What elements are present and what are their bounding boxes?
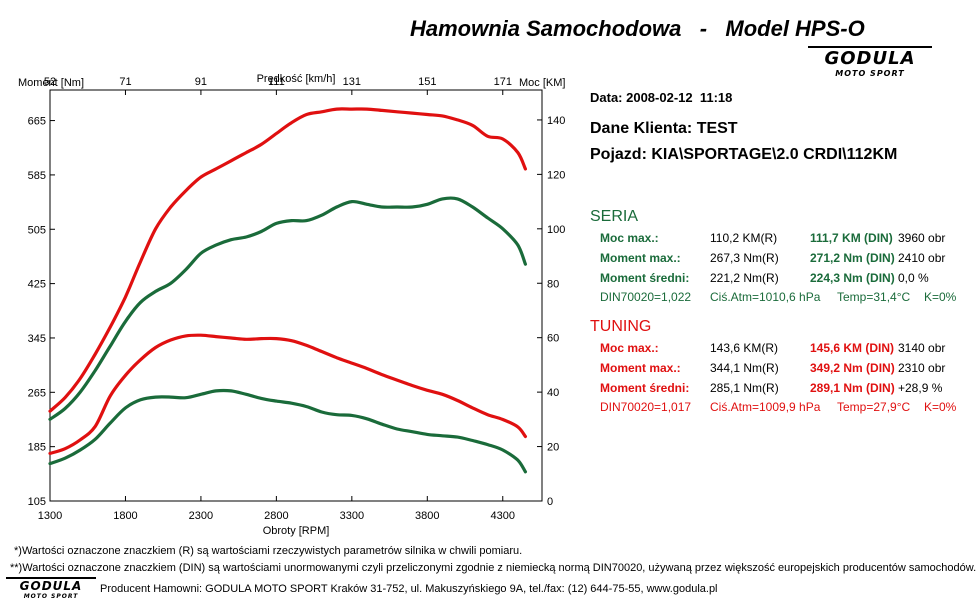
tuning-row-din: 289,1 Nm (DIN) xyxy=(810,381,895,395)
x-tick-label: 1300 xyxy=(38,510,62,522)
vehicle-name: Pojazd: KIA\SPORTAGE\2.0 CRDI\112KM xyxy=(590,146,898,163)
x-tick-label: 2300 xyxy=(189,510,213,522)
x-axis-label: Obroty [RPM] xyxy=(263,525,330,537)
seria-row-din: 111,7 KM (DIN) xyxy=(810,231,893,245)
seria-row-din: 224,3 Nm (DIN) xyxy=(810,271,895,285)
producer-info: Producent Hamowni: GODULA MOTO SPORT Kra… xyxy=(100,583,718,595)
series-tuning-moc xyxy=(48,107,527,413)
logo-brand: GODULA xyxy=(824,48,915,69)
logo-brand-small: GODULA xyxy=(20,579,83,593)
y-right-tick-label: 80 xyxy=(547,278,559,290)
tuning-k: K=0% xyxy=(924,400,957,414)
tuning-din-factor: DIN70020=1,017 xyxy=(600,400,692,414)
seria-row-extra: 3960 obr xyxy=(898,231,946,245)
series-seria-moment xyxy=(48,388,527,474)
tuning-row-extra: 3140 obr xyxy=(898,341,946,355)
x-tick-label: 1800 xyxy=(113,510,137,522)
seria-row-label: Moment max.: xyxy=(600,251,681,265)
tuning-row-extra: 2310 obr xyxy=(898,361,946,375)
godula-logo: GODULA MOTO SPORT xyxy=(808,46,932,78)
tuning-title: TUNING xyxy=(590,318,652,335)
seria-title: SERIA xyxy=(590,208,639,225)
plot-frame xyxy=(49,89,543,502)
tuning-row-din: 349,2 Nm (DIN) xyxy=(810,361,895,375)
y-left-tick-label: 265 xyxy=(28,387,46,399)
seria-row-label: Moment średni: xyxy=(600,271,690,285)
y-left-label: Moment [Nm] xyxy=(18,77,84,89)
y-right-tick-label: 40 xyxy=(547,387,559,399)
y-right-tick-label: 0 xyxy=(547,496,553,508)
godula-logo-small: GODULA MOTO SPORT xyxy=(6,577,96,599)
series-seria-moc xyxy=(48,196,527,421)
footnote-r: *)Wartości oznaczone znaczkiem (R) są wa… xyxy=(14,545,523,557)
tuning-row-r: 143,6 KM(R) xyxy=(710,341,779,355)
tuning-row-torque: Moment max.: 344,1 Nm(R) 349,2 Nm (DIN) … xyxy=(590,361,970,381)
test-date: Data: 2008-02-12 11:18 xyxy=(590,90,733,105)
top-tick-label: 52 xyxy=(44,76,56,88)
y-left-tick-label: 665 xyxy=(28,116,46,128)
y-right-label: Moc [KM] xyxy=(519,77,565,89)
client-name: Dane Klienta: TEST xyxy=(590,120,738,137)
page-title: Hamownia Samochodowa - Model HPS-O xyxy=(410,16,865,41)
top-tick-label: 131 xyxy=(343,76,361,88)
top-tick-label: 91 xyxy=(195,76,207,88)
y-left-tick-label: 425 xyxy=(28,279,46,291)
top-axis-label: Prędkość [km/h] xyxy=(257,73,336,85)
x-tick-label: 3800 xyxy=(415,510,439,522)
y-left-tick-label: 585 xyxy=(28,170,46,182)
top-tick-label: 151 xyxy=(418,76,436,88)
y-left-tick-label: 185 xyxy=(28,442,46,454)
seria-row-label: Moc max.: xyxy=(600,231,659,245)
seria-atm: Ciś.Atm=1010,6 hPa xyxy=(710,290,821,304)
tuning-row-r: 285,1 Nm(R) xyxy=(710,381,779,395)
dyno-chart: 1300 1800 2300 2800 3300 3800 4300 52 71 91 111 131… xyxy=(18,73,565,537)
seria-row-din: 271,2 Nm (DIN) xyxy=(810,251,895,265)
seria-row-r: 267,3 Nm(R) xyxy=(710,251,779,265)
seria-row-torque: Moment max.: 267,3 Nm(R) 271,2 Nm (DIN) … xyxy=(590,251,970,271)
top-tick-label: 71 xyxy=(119,76,131,88)
y-left-tick-label: 105 xyxy=(28,496,46,508)
tuning-row-label: Moment max.: xyxy=(600,361,681,375)
y-right-tick-label: 20 xyxy=(547,442,559,454)
tuning-temp: Temp=27,9°C xyxy=(837,400,911,414)
logo-brand-sub-small: MOTO SPORT xyxy=(24,593,79,599)
logo-brand-sub: MOTO SPORT xyxy=(835,69,905,78)
tuning-row-power: Moc max.: 143,6 KM(R) 145,6 KM (DIN) 314… xyxy=(590,341,970,361)
tuning-row-r: 344,1 Nm(R) xyxy=(710,361,779,375)
series-tuning-moment xyxy=(48,333,527,455)
y-right-tick-label: 120 xyxy=(547,169,565,181)
footnote-din: **)Wartości oznaczone znaczkiem (DIN) są… xyxy=(10,562,977,574)
seria-row-r: 110,2 KM(R) xyxy=(710,231,778,245)
seria-row-extra: 0,0 % xyxy=(898,271,929,285)
x-tick-label: 2800 xyxy=(264,510,288,522)
top-tick-label: 111 xyxy=(268,76,285,88)
y-right-tick-label: 60 xyxy=(547,333,559,345)
seria-temp: Temp=31,4°C xyxy=(837,290,911,304)
tuning-row-extra: +28,9 % xyxy=(898,381,943,395)
seria-row-avg-torque: Moment średni: 221,2 Nm(R) 224,3 Nm (DIN… xyxy=(590,271,970,291)
y-left-tick-label: 345 xyxy=(28,333,46,345)
seria-k: K=0% xyxy=(924,290,957,304)
seria-row-r: 221,2 Nm(R) xyxy=(710,271,779,285)
seria-row-extra: 2410 obr xyxy=(898,251,946,265)
tuning-row-label: Moc max.: xyxy=(600,341,659,355)
seria-row-power: Moc max.: 110,2 KM(R) 111,7 KM (DIN) 396… xyxy=(590,231,970,251)
tuning-atm: Ciś.Atm=1009,9 hPa xyxy=(710,400,821,414)
x-tick-label: 4300 xyxy=(491,510,515,522)
y-left-tick-label: 505 xyxy=(28,224,46,236)
tuning-row-label: Moment średni: xyxy=(600,381,690,395)
seria-din-factor: DIN70020=1,022 xyxy=(600,290,692,304)
tuning-row-din: 145,6 KM (DIN) xyxy=(810,341,895,355)
y-right-tick-label: 100 xyxy=(547,224,565,236)
y-right-tick-label: 140 xyxy=(547,115,565,127)
tuning-row-avg-torque: Moment średni: 285,1 Nm(R) 289,1 Nm (DIN… xyxy=(590,381,970,401)
top-tick-label: 171 xyxy=(494,76,512,88)
x-tick-label: 3300 xyxy=(340,510,364,522)
